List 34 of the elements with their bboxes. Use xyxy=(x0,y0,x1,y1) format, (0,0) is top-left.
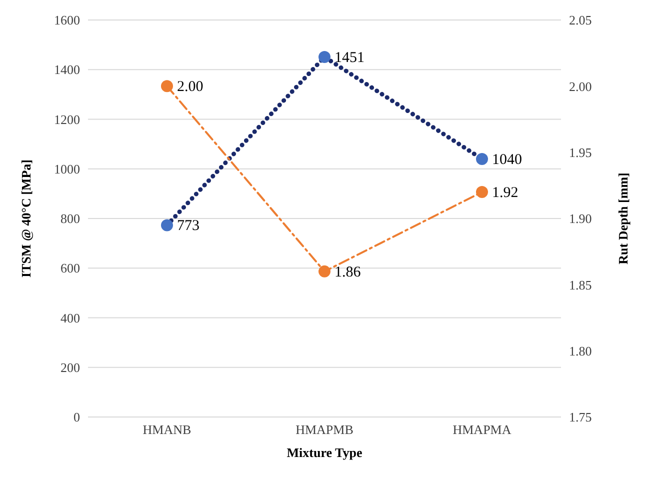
y-tick-label: 600 xyxy=(60,260,80,276)
y2-tick-label: 1.75 xyxy=(569,410,592,425)
data-label: 1040 xyxy=(492,152,522,168)
y-axis-title: ITSM @ 40°C [MPa] xyxy=(18,159,34,278)
y2-axis-title: Rut Depth [mm] xyxy=(616,172,631,264)
y2-tick-label: 1.95 xyxy=(569,144,592,160)
y2-tick-label: 2.05 xyxy=(569,12,592,28)
data-label: 1.86 xyxy=(334,264,362,280)
x-axis-title: Mixture Type xyxy=(286,445,362,460)
point xyxy=(161,80,173,92)
x-tick-label: HMAPMB xyxy=(296,422,354,438)
y2-tick-label: 1.90 xyxy=(569,211,592,226)
data-label: 1.92 xyxy=(492,185,518,202)
point xyxy=(476,186,488,198)
y-tick-label: 200 xyxy=(60,360,80,375)
data-label: 2.00 xyxy=(177,79,204,96)
data-label: 1451 xyxy=(334,50,364,66)
y2-tick-label: 2.00 xyxy=(569,78,592,94)
y-tick-label: 1400 xyxy=(54,62,80,78)
x-tick-label: HMAPMA xyxy=(452,422,512,438)
y2-tick-label: 1.80 xyxy=(569,343,592,358)
point xyxy=(318,50,330,63)
y-tick-label: 1000 xyxy=(54,161,80,176)
y-tick-label: 800 xyxy=(60,211,80,226)
y2-tick-label: 1.85 xyxy=(569,277,592,292)
point xyxy=(161,219,173,232)
y-tick-label: 1200 xyxy=(54,112,80,127)
y-tick-label: 400 xyxy=(60,310,80,326)
point xyxy=(476,152,488,165)
point xyxy=(318,265,330,278)
data-label: 773 xyxy=(177,218,200,234)
y-tick-label: 0 xyxy=(74,410,80,425)
x-tick-label: HMANB xyxy=(142,422,192,438)
y-tick-label: 1600 xyxy=(54,12,80,28)
